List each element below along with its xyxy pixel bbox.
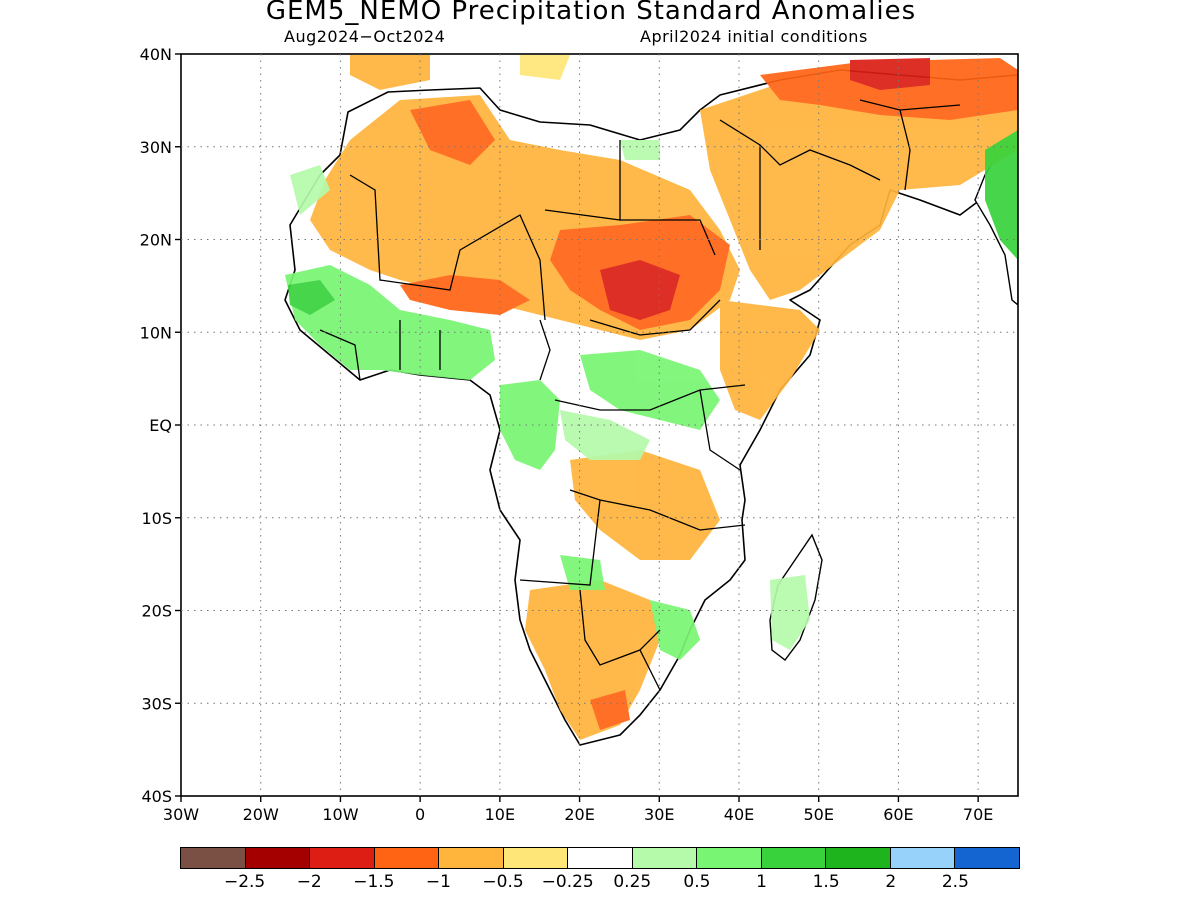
lon-label: 30W	[163, 805, 199, 824]
legend-label: 1	[756, 872, 767, 892]
lat-label: 20N	[140, 231, 172, 250]
legend-label: −2	[296, 872, 322, 892]
lon-label: 30E	[644, 805, 674, 824]
legend-swatch	[245, 848, 311, 868]
dry-anomalies	[310, 55, 1018, 740]
lon-label: 70E	[963, 805, 993, 824]
lon-label: 40E	[724, 805, 754, 824]
lat-label: EQ	[149, 416, 172, 435]
legend-label: 2.5	[941, 872, 969, 892]
legend-swatch	[181, 848, 246, 868]
legend-label: −1.5	[353, 872, 395, 892]
lon-label: 10W	[322, 805, 358, 824]
lon-label: 20E	[564, 805, 594, 824]
forecast-period: Aug2024−Oct2024	[284, 27, 446, 46]
legend-swatch	[761, 848, 827, 868]
legend-label: 1.5	[812, 872, 840, 892]
legend-swatch	[503, 848, 569, 868]
legend-label: 2	[885, 872, 897, 892]
lat-label: 40S	[141, 787, 172, 806]
lon-label: 10E	[485, 805, 515, 824]
lat-label: 10N	[140, 323, 172, 342]
initial-conditions: April2024 initial conditions	[640, 27, 868, 46]
legend-swatch	[374, 848, 440, 868]
legend-swatch	[955, 848, 1019, 868]
lat-label: 40N	[140, 45, 172, 64]
lat-label: 30N	[140, 138, 172, 157]
legend-swatch	[439, 848, 504, 868]
lon-label: 60E	[883, 805, 913, 824]
legend-label: 0.25	[613, 872, 652, 892]
legend-swatch	[310, 848, 375, 868]
lon-label: 0	[415, 805, 425, 824]
country-borders	[319, 99, 961, 691]
chart-title: GEM5_NEMO Precipitation Standard Anomali…	[265, 0, 917, 26]
legend-label: −2.5	[223, 872, 266, 892]
lat-label: 20S	[141, 602, 172, 621]
legend-swatch	[632, 848, 698, 868]
lat-label: 30S	[141, 694, 172, 713]
map-field	[284, 55, 1018, 746]
lon-label: 20W	[243, 805, 279, 824]
legend-swatch	[826, 848, 891, 868]
lat-label: 10S	[141, 509, 172, 528]
legend-swatch	[890, 848, 956, 868]
legend-label: 0.5	[683, 872, 711, 892]
lon-label: 50E	[803, 805, 833, 824]
legend-swatch	[697, 848, 762, 868]
wet-anomalies	[285, 130, 1018, 660]
legend-swatch	[568, 848, 633, 868]
legend-label: −1	[425, 872, 451, 892]
legend-label: −0.5	[482, 872, 524, 892]
graticule	[181, 54, 1018, 796]
color-legend	[180, 847, 1020, 869]
legend-label: −0.25	[541, 872, 594, 892]
